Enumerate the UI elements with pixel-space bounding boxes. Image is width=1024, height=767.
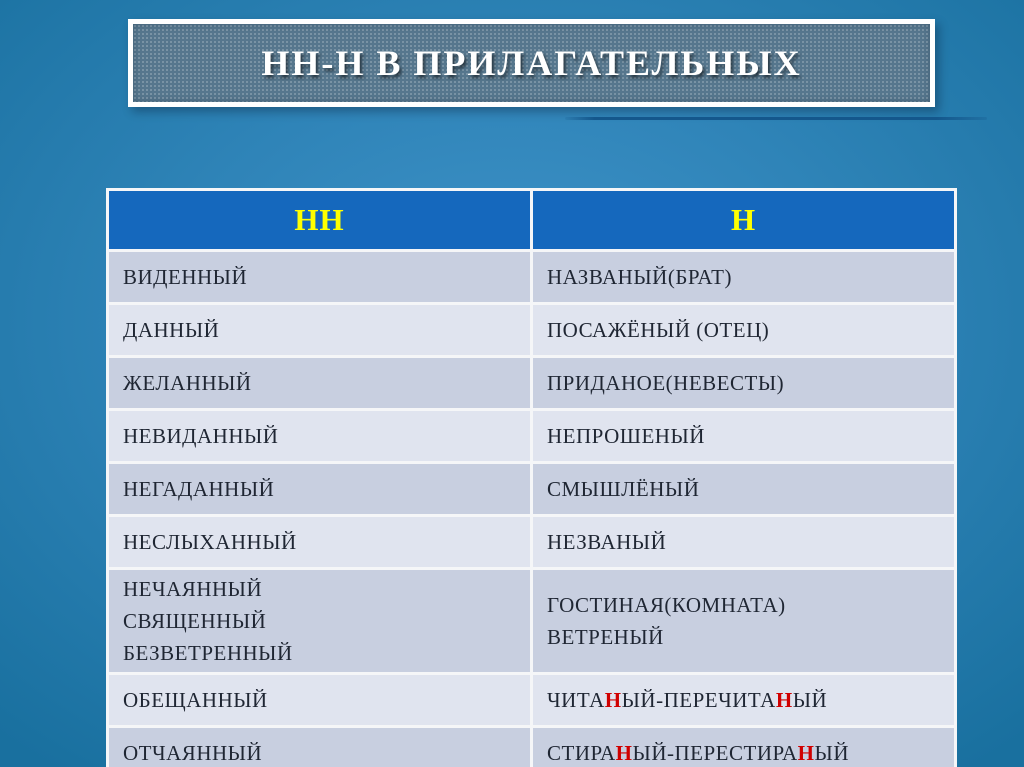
cell-text: СВЯЩЕННЫЙ <box>123 609 267 633</box>
cell-n: ПОСАЖЁНЫЙ (ОТЕЦ) <box>533 305 954 355</box>
cell-line: ДАННЫЙ <box>123 314 520 346</box>
cell-text: ОБЕЩАННЫЙ <box>123 688 268 712</box>
cell-nn: ВИДЕННЫЙ <box>109 252 530 302</box>
cell-text: НЕЗВАНЫЙ <box>547 530 667 554</box>
cell-line: СТИРАНЫЙ-ПЕРЕСТИРАНЫЙ <box>547 737 944 767</box>
cell-nn: НЕГАДАННЫЙ <box>109 464 530 514</box>
cell-nn: ДАННЫЙ <box>109 305 530 355</box>
table-row: НЕВИДАННЫЙ НЕПРОШЕНЫЙ <box>109 411 954 461</box>
cell-n: СМЫШЛЁНЫЙ <box>533 464 954 514</box>
cell-text: НЕВИДАННЫЙ <box>123 424 279 448</box>
slide-title: НН-Н В ПРИЛАГАТЕЛЬНЫХ <box>261 43 802 83</box>
cell-line: СВЯЩЕННЫЙ <box>123 605 520 637</box>
cell-text: СТИРА <box>547 741 616 765</box>
cell-line: БЕЗВЕТРЕННЫЙ <box>123 637 520 669</box>
red-letter: Н <box>797 741 815 765</box>
cell-text: ПОСАЖЁНЫЙ (ОТЕЦ) <box>547 318 770 342</box>
title-box: НН-Н В ПРИЛАГАТЕЛЬНЫХ <box>128 19 935 107</box>
cell-text: ЫЙ <box>814 741 849 765</box>
cell-text: ЫЙ <box>792 688 828 712</box>
cell-text: СМЫШЛЁНЫЙ <box>547 477 700 501</box>
red-letter: Н <box>604 688 622 712</box>
cell-n: ГОСТИНАЯ(КОМНАТА) ВЕТРЕНЫЙ <box>533 570 954 672</box>
cell-text: НЕСЛЫХАННЫЙ <box>123 530 297 554</box>
cell-line: ГОСТИНАЯ(КОМНАТА) <box>547 589 944 621</box>
cell-line: ЖЕЛАННЫЙ <box>123 367 520 399</box>
cell-n: ЧИТАНЫЙ-ПЕРЕЧИТАНЫЙ <box>533 675 954 725</box>
cell-line: СМЫШЛЁНЫЙ <box>547 473 944 505</box>
cell-line: ВИДЕННЫЙ <box>123 261 520 293</box>
cell-line: НЕСЛЫХАННЫЙ <box>123 526 520 558</box>
table-row: ОБЕЩАННЫЙ ЧИТАНЫЙ-ПЕРЕЧИТАНЫЙ <box>109 675 954 725</box>
cell-text: НЕПРОШЕНЫЙ <box>547 424 705 448</box>
cell-line: ПРИДАНОЕ(НЕВЕСТЫ) <box>547 367 944 399</box>
cell-n: НЕПРОШЕНЫЙ <box>533 411 954 461</box>
cell-text: ЫЙ-ПЕРЕЧИТА <box>621 688 776 712</box>
cell-n: НЕЗВАНЫЙ <box>533 517 954 567</box>
cell-nn: ОБЕЩАННЫЙ <box>109 675 530 725</box>
table-row: НЕЧАЯННЫЙ СВЯЩЕННЫЙ БЕЗВЕТРЕННЫЙ ГОСТИНАЯ(К… <box>109 570 954 672</box>
grammar-table: НН Н ВИДЕННЫЙ НАЗВАНЫЙ(БРАТ) ДАННЫЙ ПОСАЖЁН… <box>106 188 957 767</box>
table-row: ДАННЫЙ ПОСАЖЁНЫЙ (ОТЕЦ) <box>109 305 954 355</box>
cell-text: НЕЧАЯННЫЙ <box>123 577 263 601</box>
red-letter: Н <box>775 688 793 712</box>
table-row: ОТЧАЯННЫЙ СТИРАНЫЙ-ПЕРЕСТИРАНЫЙ <box>109 728 954 767</box>
cell-text: ПРИДАНОЕ(НЕВЕСТЫ) <box>547 371 785 395</box>
cell-line: НАЗВАНЫЙ(БРАТ) <box>547 261 944 293</box>
table-row: НЕСЛЫХАННЫЙ НЕЗВАНЫЙ <box>109 517 954 567</box>
cell-nn: НЕЧАЯННЫЙ СВЯЩЕННЫЙ БЕЗВЕТРЕННЫЙ <box>109 570 530 672</box>
header-cell-nn: НН <box>109 191 530 249</box>
cell-text: ГОСТИНАЯ(КОМНАТА) <box>547 593 786 617</box>
cell-text: ВИДЕННЫЙ <box>123 265 248 289</box>
cell-text: НАЗВАНЫЙ(БРАТ) <box>547 265 733 289</box>
cell-text: ВЕТРЕНЫЙ <box>547 625 664 649</box>
cell-line: ПОСАЖЁНЫЙ (ОТЕЦ) <box>547 314 944 346</box>
cell-text: ЧИТА <box>547 688 605 712</box>
cell-n: ПРИДАНОЕ(НЕВЕСТЫ) <box>533 358 954 408</box>
cell-text: ДАННЫЙ <box>123 318 220 342</box>
cell-line: НЕЧАЯННЫЙ <box>123 573 520 605</box>
table-row: НЕГАДАННЫЙ СМЫШЛЁНЫЙ <box>109 464 954 514</box>
table-row: ЖЕЛАННЫЙ ПРИДАНОЕ(НЕВЕСТЫ) <box>109 358 954 408</box>
table-row: ВИДЕННЫЙ НАЗВАНЫЙ(БРАТ) <box>109 252 954 302</box>
cell-nn: ЖЕЛАННЫЙ <box>109 358 530 408</box>
cell-line: НЕГАДАННЫЙ <box>123 473 520 505</box>
cell-line: НЕПРОШЕНЫЙ <box>547 420 944 452</box>
cell-line: НЕВИДАННЫЙ <box>123 420 520 452</box>
cell-line: ЧИТАНЫЙ-ПЕРЕЧИТАНЫЙ <box>547 684 944 716</box>
cell-nn: ОТЧАЯННЫЙ <box>109 728 530 767</box>
cell-line: НЕЗВАНЫЙ <box>547 526 944 558</box>
red-letter: Н <box>615 741 633 765</box>
header-cell-n: Н <box>533 191 954 249</box>
cell-n: СТИРАНЫЙ-ПЕРЕСТИРАНЫЙ <box>533 728 954 767</box>
table-header-row: НН Н <box>109 191 954 249</box>
cell-line: ВЕТРЕНЫЙ <box>547 621 944 653</box>
title-underline <box>565 117 987 120</box>
cell-text: ОТЧАЯННЫЙ <box>123 741 263 765</box>
cell-text: ЫЙ-ПЕРЕСТИРА <box>632 741 798 765</box>
cell-line: ОТЧАЯННЫЙ <box>123 737 520 767</box>
cell-text: НЕГАДАННЫЙ <box>123 477 275 501</box>
cell-nn: НЕВИДАННЫЙ <box>109 411 530 461</box>
cell-nn: НЕСЛЫХАННЫЙ <box>109 517 530 567</box>
cell-line: ОБЕЩАННЫЙ <box>123 684 520 716</box>
cell-text: БЕЗВЕТРЕННЫЙ <box>123 641 293 665</box>
cell-n: НАЗВАНЫЙ(БРАТ) <box>533 252 954 302</box>
cell-text: ЖЕЛАННЫЙ <box>123 371 252 395</box>
